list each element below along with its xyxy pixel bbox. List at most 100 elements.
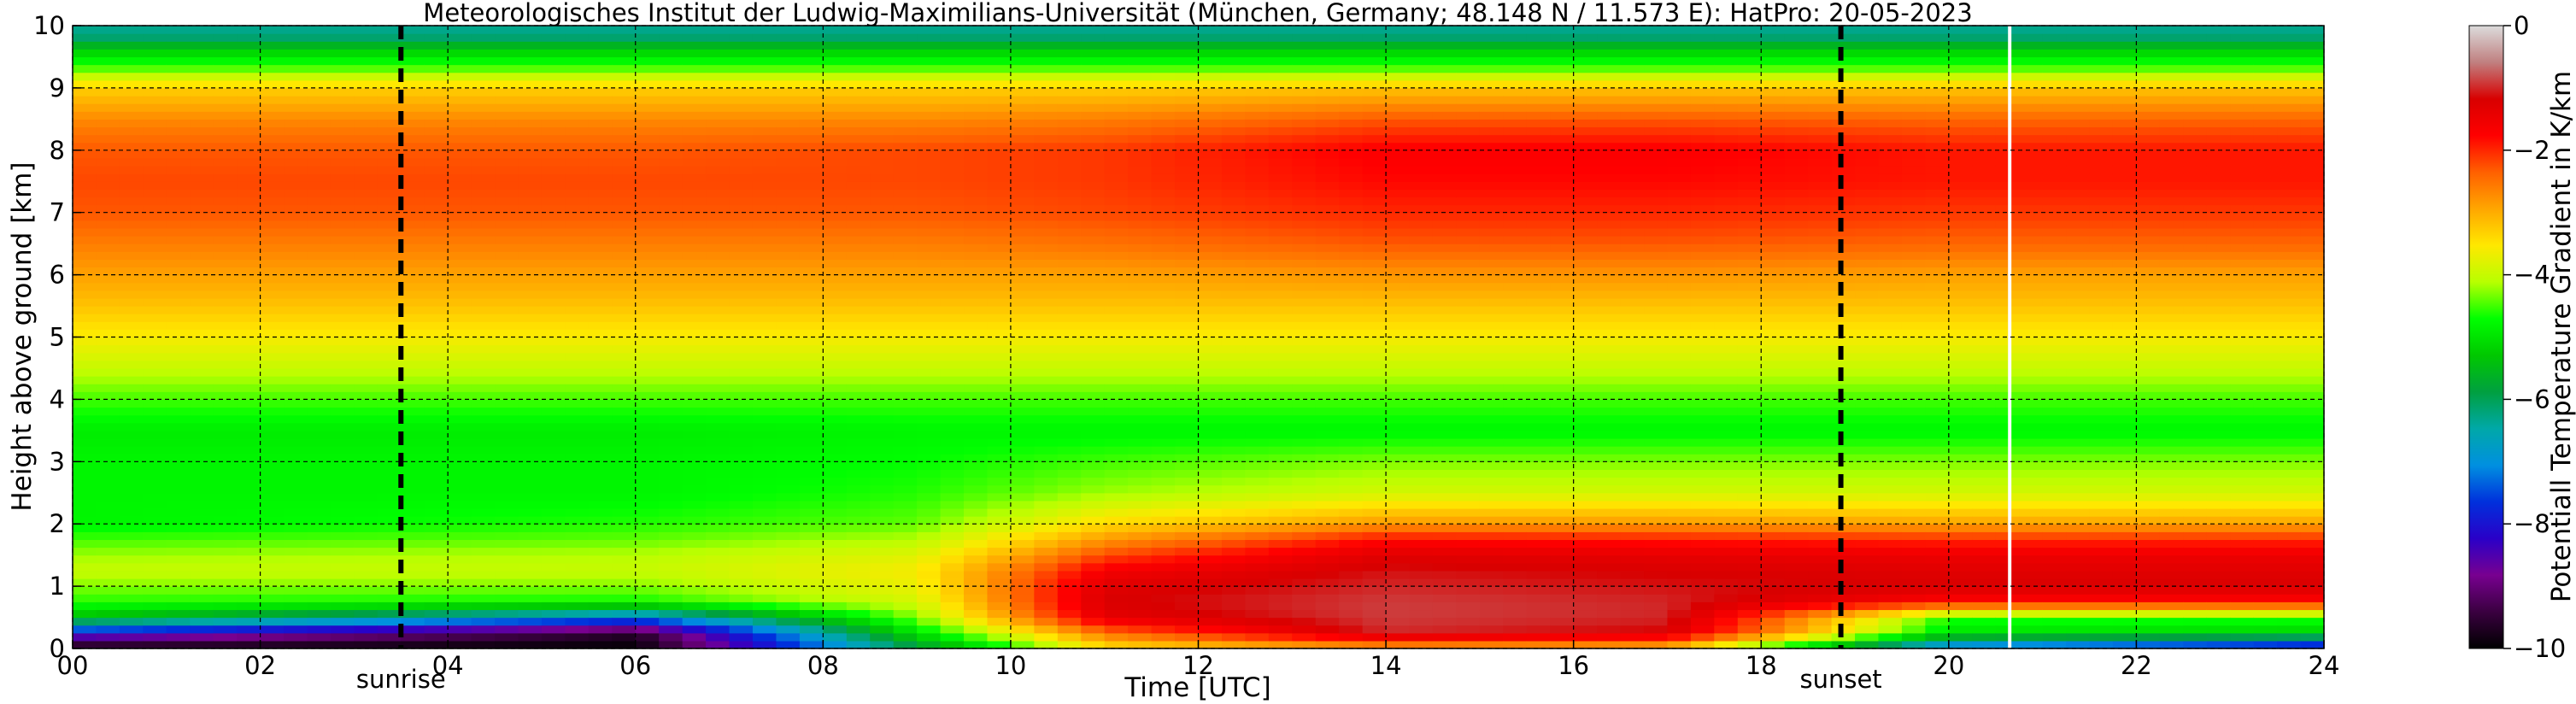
heatmap-cell	[377, 26, 402, 34]
heatmap-cell	[940, 430, 965, 439]
heatmap-cell	[846, 391, 871, 400]
heatmap-cell	[471, 609, 496, 619]
heatmap-cell	[1456, 446, 1481, 455]
heatmap-cell	[1315, 274, 1340, 284]
heatmap-cell	[119, 570, 144, 579]
heatmap-cell	[1245, 586, 1270, 595]
heatmap-cell	[940, 33, 965, 42]
heatmap-cell	[401, 150, 425, 159]
heatmap-cell	[1526, 617, 1551, 626]
heatmap-cell	[612, 554, 637, 564]
heatmap-cell	[940, 297, 965, 307]
heatmap-cell	[1198, 96, 1223, 104]
heatmap-cell	[565, 547, 590, 556]
heatmap-cell	[1175, 437, 1200, 447]
heatmap-cell	[495, 524, 519, 532]
heatmap-cell	[1010, 243, 1035, 252]
heatmap-cell	[612, 166, 637, 174]
heatmap-cell	[471, 477, 496, 486]
heatmap-cell	[776, 477, 801, 486]
heatmap-cell	[682, 33, 707, 42]
heatmap-cell	[1268, 227, 1293, 237]
heatmap-cell	[1386, 516, 1411, 525]
heatmap-cell	[1268, 267, 1293, 276]
heatmap-cell	[307, 384, 332, 392]
heatmap-cell	[518, 531, 543, 541]
heatmap-cell	[190, 282, 214, 291]
heatmap-cell	[588, 376, 613, 384]
heatmap-cell	[284, 554, 308, 564]
heatmap-cell	[917, 197, 942, 206]
heatmap-cell	[330, 344, 355, 354]
heatmap-cell	[846, 399, 871, 408]
heatmap-cell	[1128, 329, 1153, 338]
heatmap-cell	[330, 446, 355, 455]
heatmap-cell	[1292, 150, 1317, 159]
heatmap-cell	[471, 454, 496, 462]
heatmap-cell	[166, 306, 191, 314]
heatmap-cell	[1104, 414, 1129, 424]
heatmap-cell	[541, 609, 566, 619]
heatmap-cell	[588, 166, 613, 174]
heatmap-cell	[1010, 586, 1035, 595]
heatmap-cell	[354, 446, 378, 455]
heatmap-cell	[846, 96, 871, 104]
heatmap-cell	[1479, 500, 1504, 509]
heatmap-cell	[588, 150, 613, 159]
heatmap-cell	[119, 290, 144, 299]
heatmap-cell	[1315, 430, 1340, 439]
heatmap-cell	[1081, 306, 1106, 314]
heatmap-cell	[284, 227, 308, 237]
heatmap-cell	[1081, 297, 1106, 307]
heatmap-cell	[448, 87, 472, 97]
heatmap-cell	[1128, 524, 1153, 532]
heatmap-cell	[166, 484, 191, 494]
heatmap-cell	[1503, 314, 1528, 322]
heatmap-cell	[1104, 407, 1129, 416]
heatmap-cell	[1128, 492, 1153, 502]
heatmap-cell	[917, 306, 942, 314]
heatmap-cell	[1386, 461, 1411, 471]
heatmap-cell	[424, 437, 449, 447]
heatmap-cell	[377, 367, 402, 377]
heatmap-cell	[1362, 484, 1387, 494]
heatmap-cell	[1503, 446, 1528, 455]
heatmap-cell	[260, 539, 285, 549]
heatmap-cell	[213, 103, 238, 112]
heatmap-cell	[1010, 111, 1035, 120]
heatmap-cell	[541, 640, 566, 649]
heatmap-cell	[776, 547, 801, 556]
heatmap-cell	[1503, 220, 1528, 229]
heatmap-cell	[237, 500, 261, 509]
heatmap-cell	[518, 422, 543, 431]
heatmap-cell	[1456, 314, 1481, 322]
heatmap-cell	[870, 352, 895, 361]
heatmap-cell	[729, 539, 754, 549]
heatmap-cell	[752, 469, 777, 478]
heatmap-cell	[1432, 111, 1458, 120]
heatmap-cell	[1268, 150, 1293, 159]
heatmap-cell	[471, 531, 496, 541]
heatmap-cell	[635, 33, 660, 42]
heatmap-cell	[1479, 227, 1504, 237]
heatmap-cell	[424, 142, 449, 151]
heatmap-cell	[940, 126, 965, 136]
heatmap-cell	[635, 297, 660, 307]
heatmap-cell	[1315, 103, 1340, 112]
heatmap-cell	[682, 437, 707, 447]
heatmap-cell	[1104, 547, 1129, 556]
heatmap-cell	[1198, 103, 1223, 112]
heatmap-cell	[964, 609, 989, 619]
heatmap-cell	[729, 384, 754, 392]
heatmap-cell	[612, 227, 637, 237]
heatmap-cell	[823, 321, 848, 330]
heatmap-cell	[917, 204, 942, 214]
heatmap-cell	[823, 314, 848, 322]
heatmap-cell	[495, 562, 519, 572]
heatmap-cell	[1409, 189, 1434, 198]
heatmap-cell	[377, 96, 402, 104]
heatmap-cell	[190, 220, 214, 229]
heatmap-cell	[1268, 274, 1293, 284]
heatmap-cell	[1432, 586, 1458, 595]
heatmap-cell	[612, 306, 637, 314]
